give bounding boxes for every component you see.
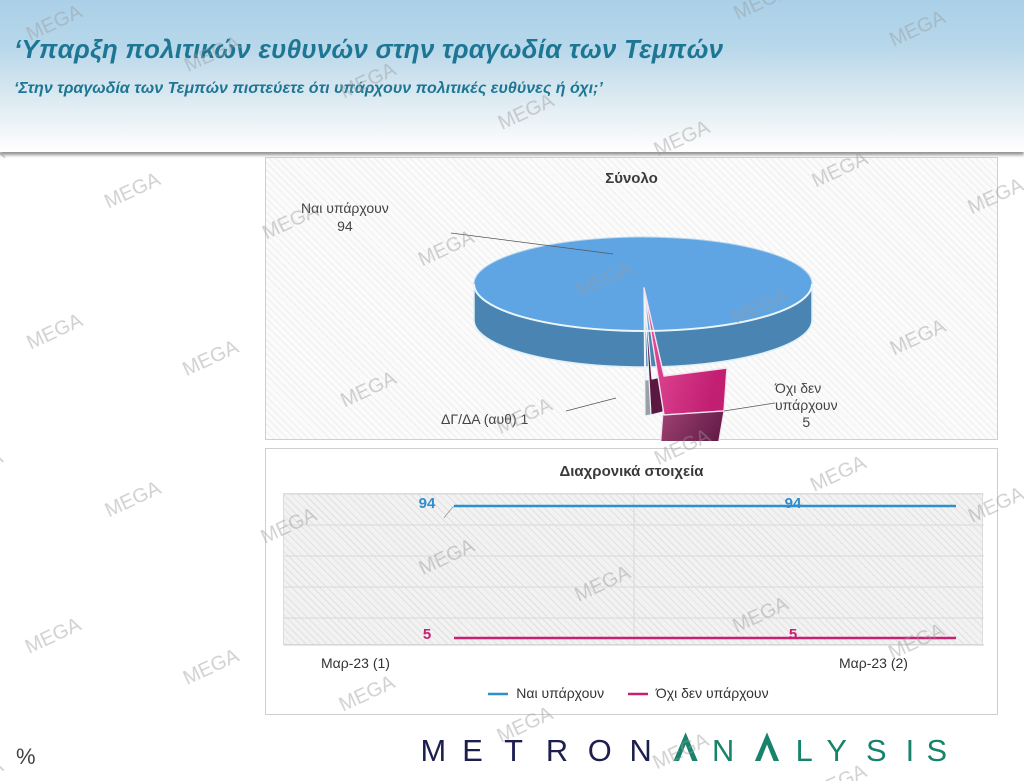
svg-text:N: N	[712, 733, 734, 768]
